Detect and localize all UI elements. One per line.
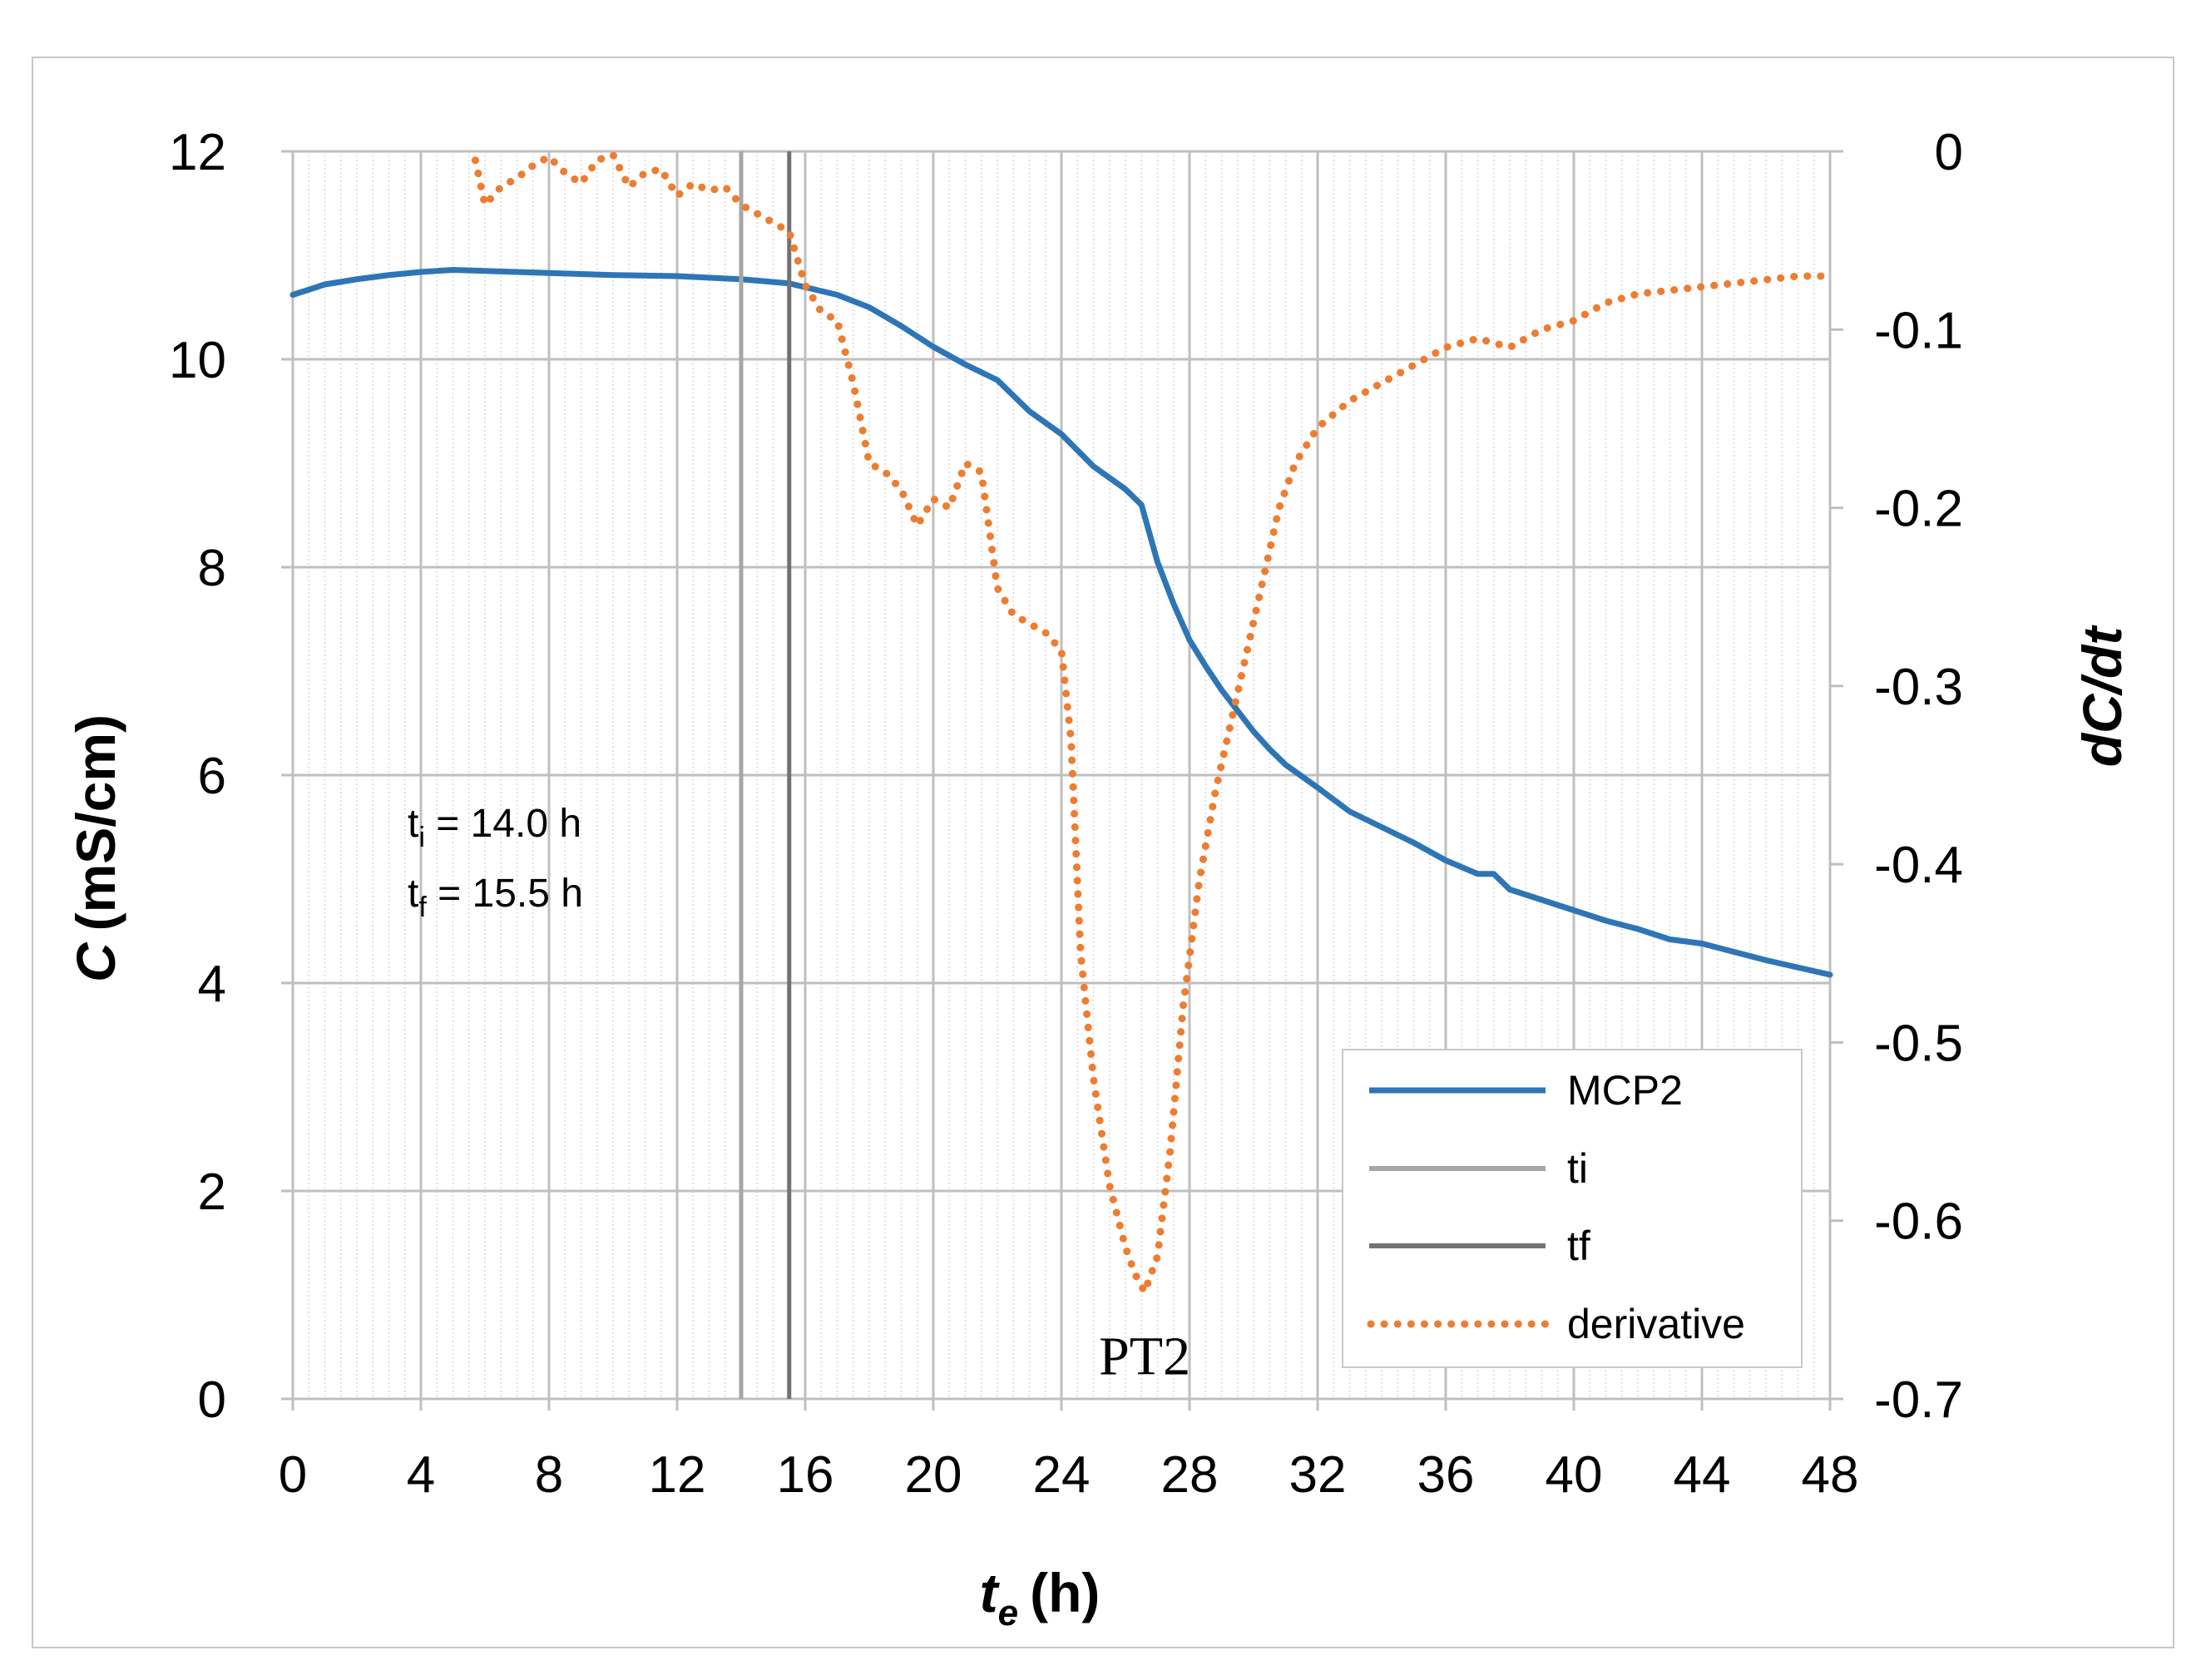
y2-tick-label: -0.5 xyxy=(1874,1015,1963,1072)
y-tick-label: 2 xyxy=(198,1164,226,1221)
y2-tick-label: -0.7 xyxy=(1874,1371,1963,1429)
y2-tick-label: -0.3 xyxy=(1874,659,1963,716)
x-tick-label: 28 xyxy=(1161,1446,1219,1504)
x-tick-label: 12 xyxy=(649,1446,706,1504)
y-tick-label: 10 xyxy=(169,332,226,389)
y-tick-labels: 0 2 4 6 8 10 12 xyxy=(169,124,226,1429)
x-tick-label: 20 xyxy=(905,1446,962,1504)
legend-item-ti: ti xyxy=(1369,1145,1588,1192)
legend-item-mcp2: MCP2 xyxy=(1369,1067,1683,1114)
series-derivative-line xyxy=(471,151,1834,1296)
figure-frame xyxy=(32,57,2174,1648)
legend-item-derivative: derivative xyxy=(1367,1301,1745,1347)
legend-label-mcp2: MCP2 xyxy=(1567,1067,1683,1114)
x-tick-label: 32 xyxy=(1289,1446,1347,1504)
legend: MCP2 ti tf derivative xyxy=(1342,1049,1803,1368)
ti-note: ti = 14.0 h xyxy=(408,802,581,853)
tf-note: tf = 15.5 h xyxy=(408,872,583,923)
y-tick-label: 12 xyxy=(169,124,226,181)
y-tick-label: 6 xyxy=(198,748,226,805)
y2-tick-labels: -0.7 -0.6 -0.5 -0.4 -0.3 -0.2 -0.1 0 xyxy=(1874,124,1963,1429)
y2-tick-label: 0 xyxy=(1935,124,1963,181)
y2-tick-label: -0.4 xyxy=(1874,837,1963,894)
x-tick-label: 40 xyxy=(1546,1446,1603,1504)
axes xyxy=(281,150,1843,1411)
x-tick-label: 24 xyxy=(1033,1446,1091,1504)
x-tick-labels: 0 4 8 12 16 20 24 28 32 36 40 44 48 xyxy=(279,1446,1859,1504)
legend-item-tf: tf xyxy=(1369,1223,1590,1269)
pt2-label: PT2 xyxy=(1099,1326,1190,1386)
series-layer xyxy=(289,151,1834,1399)
x-tick-label: 4 xyxy=(407,1446,435,1504)
x-tick-label: 48 xyxy=(1802,1446,1859,1504)
y-tick-label: 8 xyxy=(198,540,226,597)
legend-label-derivative: derivative xyxy=(1567,1301,1745,1347)
legend-label-tf: tf xyxy=(1567,1223,1590,1269)
y2-tick-label: -0.6 xyxy=(1874,1193,1963,1251)
x-tick-label: 0 xyxy=(279,1446,307,1504)
y2-tick-label: -0.2 xyxy=(1874,481,1963,538)
x-axis-title: te (h) xyxy=(980,1562,1101,1633)
y-tick-label: 0 xyxy=(198,1371,226,1429)
legend-box xyxy=(1342,1049,1803,1368)
x-tick-label: 36 xyxy=(1417,1446,1475,1504)
legend-label-ti: ti xyxy=(1567,1145,1588,1192)
y-tick-label: 4 xyxy=(198,956,226,1013)
y2-axis-title: dC/dt xyxy=(2071,625,2133,768)
x-tick-label: 16 xyxy=(777,1446,834,1504)
series-MCP2-line xyxy=(289,267,1833,978)
y-axis-title: C(mS/cm) xyxy=(65,714,126,982)
y2-tick-label: -0.1 xyxy=(1874,302,1963,359)
x-tick-label: 44 xyxy=(1674,1446,1731,1504)
x-tick-label: 8 xyxy=(535,1446,563,1504)
